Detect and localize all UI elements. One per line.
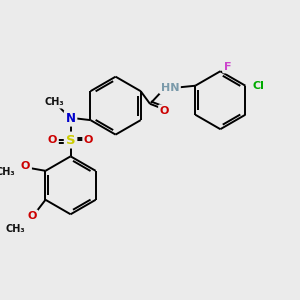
Text: S: S [66, 134, 75, 146]
Text: HN: HN [161, 82, 179, 92]
Text: O: O [84, 135, 93, 145]
Text: O: O [21, 161, 30, 171]
Text: CH₃: CH₃ [6, 224, 26, 234]
Text: CH₃: CH₃ [0, 167, 16, 177]
Text: O: O [160, 106, 169, 116]
Text: Cl: Cl [252, 81, 264, 91]
Text: CH₃: CH₃ [44, 97, 64, 107]
Text: F: F [224, 62, 231, 72]
Text: N: N [66, 112, 76, 125]
Text: O: O [27, 211, 37, 221]
Text: O: O [48, 135, 57, 145]
